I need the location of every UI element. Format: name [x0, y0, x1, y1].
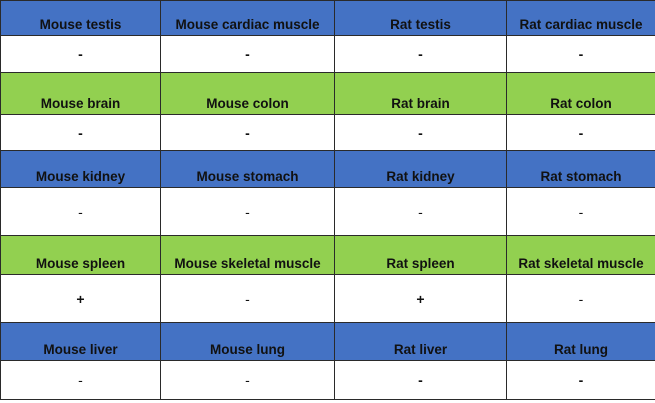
tissue-label-cell: Rat kidney: [335, 151, 507, 188]
expression-value-cell: -: [161, 36, 335, 73]
expression-value-cell: -: [161, 115, 335, 151]
expression-value-cell: -: [507, 188, 655, 236]
tissue-label-cell: Rat spleen: [335, 236, 507, 275]
tissue-label-cell: Mouse liver: [0, 323, 161, 361]
tissue-label-cell: Rat skeletal muscle: [507, 236, 655, 275]
tissue-label-cell: Mouse skeletal muscle: [161, 236, 335, 275]
tissue-label-cell: Rat cardiac muscle: [507, 0, 655, 36]
expression-value-cell: -: [507, 361, 655, 400]
expression-value-cell: -: [507, 115, 655, 151]
tissue-label-cell: Rat stomach: [507, 151, 655, 188]
expression-value-cell: -: [0, 361, 161, 400]
expression-value-cell: -: [161, 188, 335, 236]
tissue-label-cell: Mouse spleen: [0, 236, 161, 275]
expression-value-cell: -: [0, 188, 161, 236]
expression-value-cell: -: [335, 115, 507, 151]
tissue-label-cell: Mouse stomach: [161, 151, 335, 188]
expression-value-cell: -: [161, 361, 335, 400]
expression-value-cell: -: [0, 115, 161, 151]
tissue-label-cell: Rat brain: [335, 73, 507, 115]
expression-value-cell: +: [0, 275, 161, 323]
expression-value-cell: -: [0, 36, 161, 73]
tissue-label-cell: Mouse brain: [0, 73, 161, 115]
expression-value-cell: +: [335, 275, 507, 323]
tissue-label-cell: Rat lung: [507, 323, 655, 361]
expression-value-cell: -: [507, 275, 655, 323]
tissue-label-cell: Mouse cardiac muscle: [161, 0, 335, 36]
expression-value-cell: -: [161, 275, 335, 323]
expression-value-cell: -: [335, 361, 507, 400]
tissue-label-cell: Rat testis: [335, 0, 507, 36]
expression-value-cell: -: [335, 36, 507, 73]
tissue-label-cell: Rat liver: [335, 323, 507, 361]
tissue-label-cell: Rat colon: [507, 73, 655, 115]
tissue-label-cell: Mouse colon: [161, 73, 335, 115]
tissue-label-cell: Mouse testis: [0, 0, 161, 36]
expression-value-cell: -: [507, 36, 655, 73]
expression-value-cell: -: [335, 188, 507, 236]
tissue-label-cell: Mouse lung: [161, 323, 335, 361]
tissue-label-cell: Mouse kidney: [0, 151, 161, 188]
